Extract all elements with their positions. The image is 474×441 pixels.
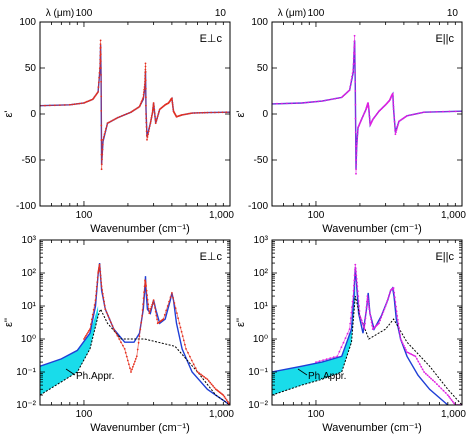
y-tick-label: 0 [262, 109, 268, 120]
panel-bottom-left: 100 1,000 Wavenumber (cm⁻¹) 10⁻² 10⁻¹ 10⁰ 10¹ 1… [3, 235, 234, 434]
x-tick-label: 1,000 [209, 409, 234, 420]
data-trace [40, 40, 230, 170]
x-tick-label: 100 [76, 409, 93, 420]
plot-frame [271, 21, 463, 207]
annotation-arrow [297, 368, 308, 376]
series-approx-line [272, 295, 462, 405]
approx-band [40, 306, 99, 396]
y-axis-label: ε'' [3, 318, 15, 327]
series-data [83, 263, 230, 405]
y-tick-label: 10³ [22, 235, 37, 246]
annotation-arrow [65, 368, 76, 376]
annotation-ph-appr: Ph.Appr. [308, 371, 346, 382]
approx-band [272, 282, 356, 396]
y-tick-label: 10¹ [22, 301, 37, 312]
data-trace [272, 35, 462, 174]
y-axis-label: ε' [3, 110, 15, 117]
x-tick-label: 1,000 [209, 210, 234, 221]
y-tick-label: 0 [30, 109, 36, 120]
plot-frame [39, 21, 231, 207]
panel-bottom-right: 100 1,000 Wavenumber (cm⁻¹) 10⁻² 10⁻¹ 10⁰ 10¹ 1… [235, 235, 466, 434]
x-axis-label: Wavenumber (cm⁻¹) [90, 422, 190, 434]
annotation-ph-appr: Ph.Appr. [76, 371, 114, 382]
data-trace [83, 264, 230, 405]
plot-frame [39, 239, 231, 406]
x-axis-label: Wavenumber (cm⁻¹) [322, 422, 422, 434]
series-fit-line [40, 263, 230, 405]
y-tick-label: 10⁻² [16, 400, 36, 411]
panel-top-left: 100 1,000 Wavenumber (cm⁻¹) -100 -50 0 50 100 ε'… [3, 8, 234, 235]
panel-label: E||c [435, 33, 454, 45]
y-tick-label: 10² [254, 268, 269, 279]
x-tick-label: 100 [76, 210, 93, 221]
x-tick-label: 100 [308, 210, 325, 221]
y-tick-label: 10⁻² [248, 400, 268, 411]
y-tick-label: -50 [254, 155, 269, 166]
y-tick-label: 100 [251, 17, 268, 28]
x-tick-label: 1,000 [441, 409, 466, 420]
series-data [315, 263, 462, 405]
series-approx-line [40, 307, 230, 405]
top-tick-label: 100 [76, 8, 93, 19]
x-axis-label: Wavenumber (cm⁻¹) [322, 223, 422, 235]
panel-label: E⊥c [200, 33, 223, 45]
top-tick-label: 100 [308, 8, 325, 19]
y-tick-label: 10⁻¹ [16, 367, 36, 378]
y-axis-label: ε'' [235, 318, 247, 327]
plot-area [272, 34, 462, 175]
y-tick-label: 50 [257, 63, 269, 74]
top-axis-label: λ (μm) [278, 8, 307, 19]
y-tick-label: -100 [16, 201, 36, 212]
top-axis-label: λ (μm) [46, 8, 75, 19]
x-tick-label: 1,000 [441, 210, 466, 221]
plot-area [40, 263, 230, 405]
y-tick-label: 10¹ [254, 301, 269, 312]
series-data [40, 39, 230, 171]
y-tick-label: 50 [25, 63, 37, 74]
plot-area [272, 263, 462, 405]
y-axis-label: ε' [235, 110, 247, 117]
top-tick-label: 10 [447, 8, 459, 19]
y-tick-label: 10⁰ [253, 334, 268, 345]
y-tick-label: -50 [22, 155, 37, 166]
data-trace [315, 264, 462, 405]
panel-label: E⊥c [200, 251, 223, 263]
plot-frame [271, 239, 463, 406]
series-fit-line [272, 267, 450, 405]
y-tick-label: 10² [22, 268, 37, 279]
plot-area [40, 39, 230, 171]
x-axis-label: Wavenumber (cm⁻¹) [90, 223, 190, 235]
panel-label: E||c [435, 251, 454, 263]
y-tick-label: -100 [248, 201, 268, 212]
y-tick-label: 10⁻¹ [248, 367, 268, 378]
panel-top-right: 100 1,000 Wavenumber (cm⁻¹) -100 -50 0 50 100 ε'… [235, 8, 466, 235]
y-tick-label: 10³ [254, 235, 269, 246]
series-data [272, 34, 462, 175]
y-tick-label: 10⁰ [21, 334, 36, 345]
y-tick-label: 100 [19, 17, 36, 28]
top-tick-label: 10 [215, 8, 227, 19]
x-tick-label: 100 [308, 409, 325, 420]
